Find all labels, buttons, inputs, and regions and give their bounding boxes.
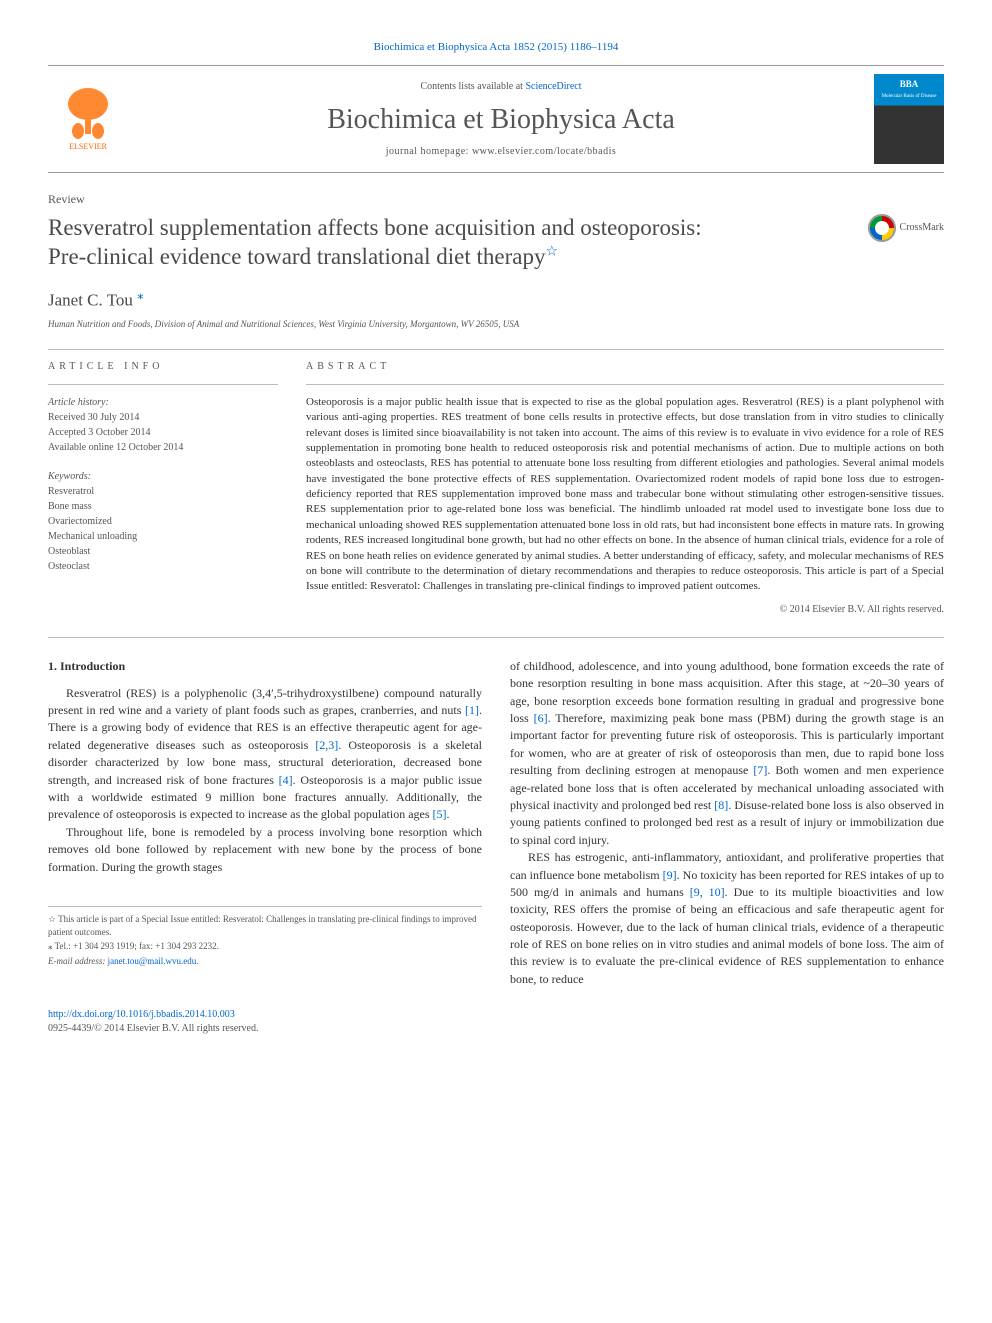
info-abstract-row: article info Article history: Received 3… (48, 360, 944, 617)
body-text-right: of childhood, adolescence, and into youn… (510, 658, 944, 988)
email-link[interactable]: janet.tou@mail.wvu.edu (108, 956, 197, 966)
body-col-right: of childhood, adolescence, and into youn… (510, 658, 944, 988)
divider-bottom (48, 637, 944, 638)
divider-abstract (306, 384, 944, 385)
title-row: Resveratrol supplementation affects bone… (48, 214, 944, 286)
crossmark-label: CrossMark (900, 221, 944, 235)
top-banner: ELSEVIER Contents lists available at Sci… (48, 65, 944, 173)
abstract-col: abstract Osteoporosis is a major public … (306, 360, 944, 617)
sciencedirect-link[interactable]: ScienceDirect (525, 81, 581, 92)
ref-link-7[interactable]: [7] (753, 763, 767, 777)
affiliation: Human Nutrition and Foods, Division of A… (48, 318, 944, 331)
p4-mid2: . Due to its multiple bioactivities and … (510, 885, 944, 986)
keyword-item: Osteoblast (48, 544, 278, 559)
p1-pre: Resveratrol (RES) is a polyphenolic (3,4… (48, 686, 482, 717)
doi-link[interactable]: http://dx.doi.org/10.1016/j.bbadis.2014.… (48, 1008, 944, 1022)
homepage-prefix: journal homepage: (386, 146, 472, 157)
article-title: Resveratrol supplementation affects bone… (48, 214, 848, 272)
ref-link-9[interactable]: [9] (663, 868, 677, 882)
intro-heading: 1. Introduction (48, 658, 482, 675)
body-columns: 1. Introduction Resveratrol (RES) is a p… (48, 658, 944, 988)
body-col-left: 1. Introduction Resveratrol (RES) is a p… (48, 658, 482, 988)
contents-prefix: Contents lists available at (420, 81, 525, 92)
keyword-item: Mechanical unloading (48, 529, 278, 544)
article-info-col: article info Article history: Received 3… (48, 360, 278, 617)
article-info-block: Article history: Received 30 July 2014 A… (48, 395, 278, 574)
email-suffix: . (196, 956, 198, 966)
abstract-heading: abstract (306, 360, 944, 374)
footnotes: ☆ This article is part of a Special Issu… (48, 906, 482, 967)
homepage-line: journal homepage: www.elsevier.com/locat… (128, 145, 874, 159)
corresponding-author-mark: ⁎ (137, 287, 144, 302)
footnote-special-issue: ☆ This article is part of a Special Issu… (48, 913, 482, 938)
keyword-item: Ovariectomized (48, 514, 278, 529)
crossmark-icon (868, 214, 896, 242)
keywords-block: Keywords: Resveratrol Bone mass Ovariect… (48, 469, 278, 574)
title-line-1: Resveratrol supplementation affects bone… (48, 215, 702, 240)
ref-link-8[interactable]: [8] (714, 798, 728, 812)
contents-line: Contents lists available at ScienceDirec… (128, 80, 874, 94)
cover-acronym: BBA (900, 78, 919, 91)
issn-copyright: 0925-4439/© 2014 Elsevier B.V. All right… (48, 1022, 944, 1036)
abstract-copyright: © 2014 Elsevier B.V. All rights reserved… (306, 603, 944, 617)
crossmark-badge[interactable]: CrossMark (868, 214, 944, 242)
body-text-left: Resveratrol (RES) is a polyphenolic (3,4… (48, 685, 482, 876)
elsevier-logo: ELSEVIER (48, 74, 128, 164)
keyword-item: Bone mass (48, 499, 278, 514)
title-footnote-star: ☆ (546, 244, 559, 259)
received-date: Received 30 July 2014 (48, 410, 278, 425)
body-p3: of childhood, adolescence, and into youn… (510, 658, 944, 849)
banner-center: Contents lists available at ScienceDirec… (128, 80, 874, 159)
footer-block: http://dx.doi.org/10.1016/j.bbadis.2014.… (48, 1008, 944, 1036)
ref-link-23[interactable]: [2,3] (315, 738, 338, 752)
online-date: Available online 12 October 2014 (48, 440, 278, 455)
ref-link-4[interactable]: [4] (279, 773, 293, 787)
keyword-item: Osteoclast (48, 559, 278, 574)
body-p2: Throughout life, bone is remodeled by a … (48, 824, 482, 876)
divider-top (48, 349, 944, 350)
article-info-heading: article info (48, 360, 278, 374)
journal-cover-thumb: BBA Molecular Basis of Disease (874, 74, 944, 164)
homepage-url[interactable]: www.elsevier.com/locate/bbadis (472, 146, 616, 157)
ref-link-910[interactable]: [9, 10] (690, 885, 725, 899)
title-line-2: Pre-clinical evidence toward translation… (48, 244, 546, 269)
footnote-email: E-mail address: janet.tou@mail.wvu.edu. (48, 955, 482, 968)
ref-link-6[interactable]: [6] (534, 711, 548, 725)
footnote-tel: ⁎ Tel.: +1 304 293 1919; fax: +1 304 293… (48, 940, 482, 953)
cover-subtitle: Molecular Basis of Disease (882, 93, 937, 100)
ref-link-5[interactable]: [5] (433, 807, 447, 821)
author-name: Janet C. Tou ⁎ (48, 286, 944, 312)
body-p4: RES has estrogenic, anti-inflammatory, a… (510, 849, 944, 988)
author-text: Janet C. Tou (48, 290, 137, 309)
journal-name: Biochimica et Biophysica Acta (128, 100, 874, 139)
keyword-item: Resveratrol (48, 484, 278, 499)
divider-info (48, 384, 278, 385)
ref-link-1[interactable]: [1] (465, 703, 479, 717)
body-p1: Resveratrol (RES) is a polyphenolic (3,4… (48, 685, 482, 824)
elsevier-logo-text: ELSEVIER (69, 141, 107, 152)
elsevier-tree-icon (63, 86, 113, 141)
abstract-text: Osteoporosis is a major public health is… (306, 395, 944, 595)
history-label: Article history: (48, 395, 278, 410)
p1-end: . (447, 807, 450, 821)
email-label: E-mail address: (48, 956, 108, 966)
header-citation: Biochimica et Biophysica Acta 1852 (2015… (48, 40, 944, 55)
article-type: Review (48, 191, 944, 208)
keywords-label: Keywords: (48, 469, 278, 484)
accepted-date: Accepted 3 October 2014 (48, 425, 278, 440)
